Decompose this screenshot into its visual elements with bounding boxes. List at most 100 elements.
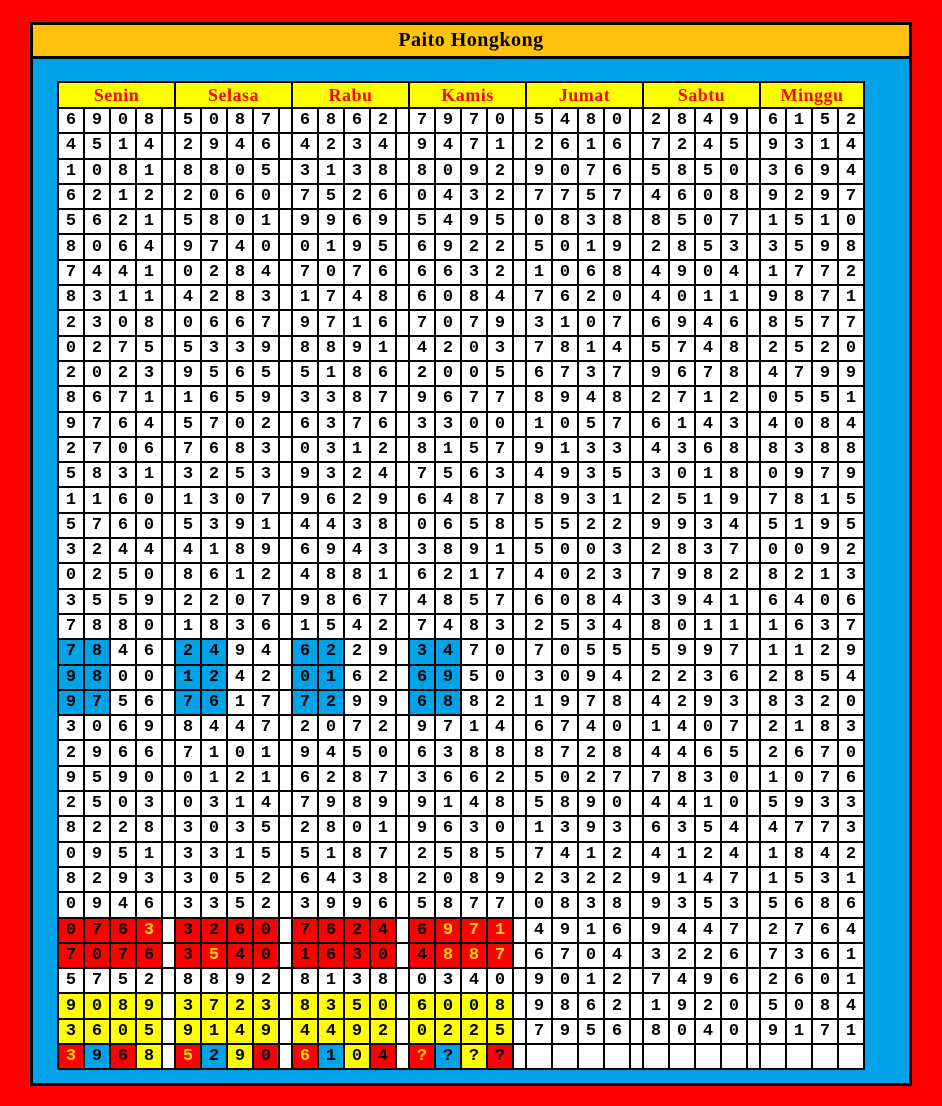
- digit-cell: 8: [486, 511, 514, 540]
- digit-cell: 8: [668, 764, 696, 793]
- digit-cell: 1: [668, 865, 696, 894]
- digit-cell: 0: [694, 714, 722, 742]
- digit-cell: 6: [109, 233, 137, 261]
- digit-cell: 6: [642, 410, 670, 438]
- digit-cell: 5: [720, 132, 748, 160]
- spacer-cell: [161, 208, 176, 236]
- digit-cell: 1: [759, 612, 787, 641]
- spacer-cell: [161, 739, 176, 767]
- digit-cell: 4: [642, 258, 670, 287]
- digit-cell: [551, 1042, 579, 1071]
- digit-cell: 2: [577, 865, 605, 894]
- digit-cell: 4: [252, 790, 280, 818]
- digit-cell: 2: [759, 916, 787, 944]
- digit-cell: 0: [837, 334, 865, 362]
- spacer-cell: [278, 410, 293, 438]
- digit-cell: 1: [109, 284, 137, 312]
- digit-cell: 2: [369, 663, 397, 691]
- digit-cell: 2: [83, 815, 111, 843]
- digit-cell: 0: [577, 309, 605, 337]
- digit-cell: 5: [603, 461, 631, 489]
- digit-cell: [603, 1042, 631, 1071]
- digit-cell: 9: [837, 461, 865, 489]
- digit-cell: 4: [226, 941, 254, 970]
- spacer-cell: [512, 967, 527, 995]
- spacer-cell: [278, 663, 293, 691]
- spacer-cell: [161, 764, 176, 793]
- digit-cell: 4: [291, 562, 319, 590]
- digit-cell: 6: [694, 739, 722, 767]
- digit-cell: 2: [369, 714, 397, 742]
- digit-cell: 8: [486, 739, 514, 767]
- digit-cell: 8: [720, 182, 748, 211]
- digit-cell: 2: [135, 967, 163, 995]
- digit-cell: 5: [577, 182, 605, 211]
- digit-cell: 9: [200, 132, 228, 160]
- digit-cell: 2: [57, 790, 85, 818]
- digit-cell: 7: [291, 182, 319, 211]
- spacer-cell: [629, 790, 644, 818]
- digit-cell: 3: [83, 309, 111, 337]
- spacer-cell: [395, 967, 410, 995]
- digit-cell: 8: [694, 562, 722, 590]
- spacer-cell: [395, 233, 410, 261]
- spacer-cell: [512, 334, 527, 362]
- digit-cell: 4: [551, 840, 579, 868]
- spacer-cell: [746, 739, 761, 767]
- digit-cell: 5: [460, 663, 488, 691]
- digit-cell: 4: [408, 587, 436, 615]
- digit-cell: 0: [551, 410, 579, 438]
- spacer-cell: [278, 865, 293, 894]
- digit-cell: [785, 1042, 813, 1071]
- digit-cell: 0: [837, 208, 865, 236]
- digit-cell: 4: [668, 967, 696, 995]
- digit-cell: 2: [200, 461, 228, 489]
- digit-cell: 7: [525, 182, 553, 211]
- spacer-cell: [746, 992, 761, 1020]
- digit-cell: 0: [603, 714, 631, 742]
- digit-cell: 2: [434, 562, 462, 590]
- spacer-cell: [395, 790, 410, 818]
- spacer-cell: [395, 359, 410, 388]
- spacer-cell: [161, 385, 176, 413]
- digit-cell: 6: [434, 385, 462, 413]
- spacer-cell: [395, 612, 410, 641]
- digit-cell: 9: [551, 385, 579, 413]
- digit-cell: 7: [343, 258, 371, 287]
- spacer-cell: [395, 992, 410, 1020]
- digit-cell: 9: [226, 638, 254, 666]
- digit-cell: 3: [252, 461, 280, 489]
- digit-cell: 1: [174, 385, 202, 413]
- spacer-cell: [395, 587, 410, 615]
- digit-cell: 0: [811, 587, 839, 615]
- digit-cell: 0: [200, 815, 228, 843]
- digit-cell: 4: [525, 461, 553, 489]
- spacer-cell: [629, 1017, 644, 1045]
- digit-cell: 2: [83, 865, 111, 894]
- day-header-selasa: Selasa: [174, 81, 293, 109]
- digit-cell: 9: [226, 511, 254, 540]
- digit-cell: 9: [317, 537, 345, 565]
- digit-cell: 0: [252, 916, 280, 944]
- digit-cell: 0: [291, 233, 319, 261]
- digit-cell: 7: [837, 182, 865, 211]
- digit-cell: 7: [551, 359, 579, 388]
- digit-cell: 9: [291, 309, 319, 337]
- digit-cell: 5: [577, 410, 605, 438]
- digit-cell: 3: [135, 916, 163, 944]
- digit-cell: ?: [434, 1042, 462, 1071]
- digit-cell: 9: [291, 461, 319, 489]
- digit-cell: 0: [551, 967, 579, 995]
- spacer-cell: [161, 967, 176, 995]
- digit-cell: 4: [291, 132, 319, 160]
- digit-cell: 6: [109, 511, 137, 540]
- digit-cell: 6: [434, 258, 462, 287]
- digit-cell: 6: [343, 587, 371, 615]
- digit-cell: 3: [785, 941, 813, 970]
- spacer-cell: [395, 1017, 410, 1045]
- digit-cell: 5: [200, 941, 228, 970]
- digit-cell: 1: [811, 486, 839, 514]
- digit-cell: 4: [642, 688, 670, 717]
